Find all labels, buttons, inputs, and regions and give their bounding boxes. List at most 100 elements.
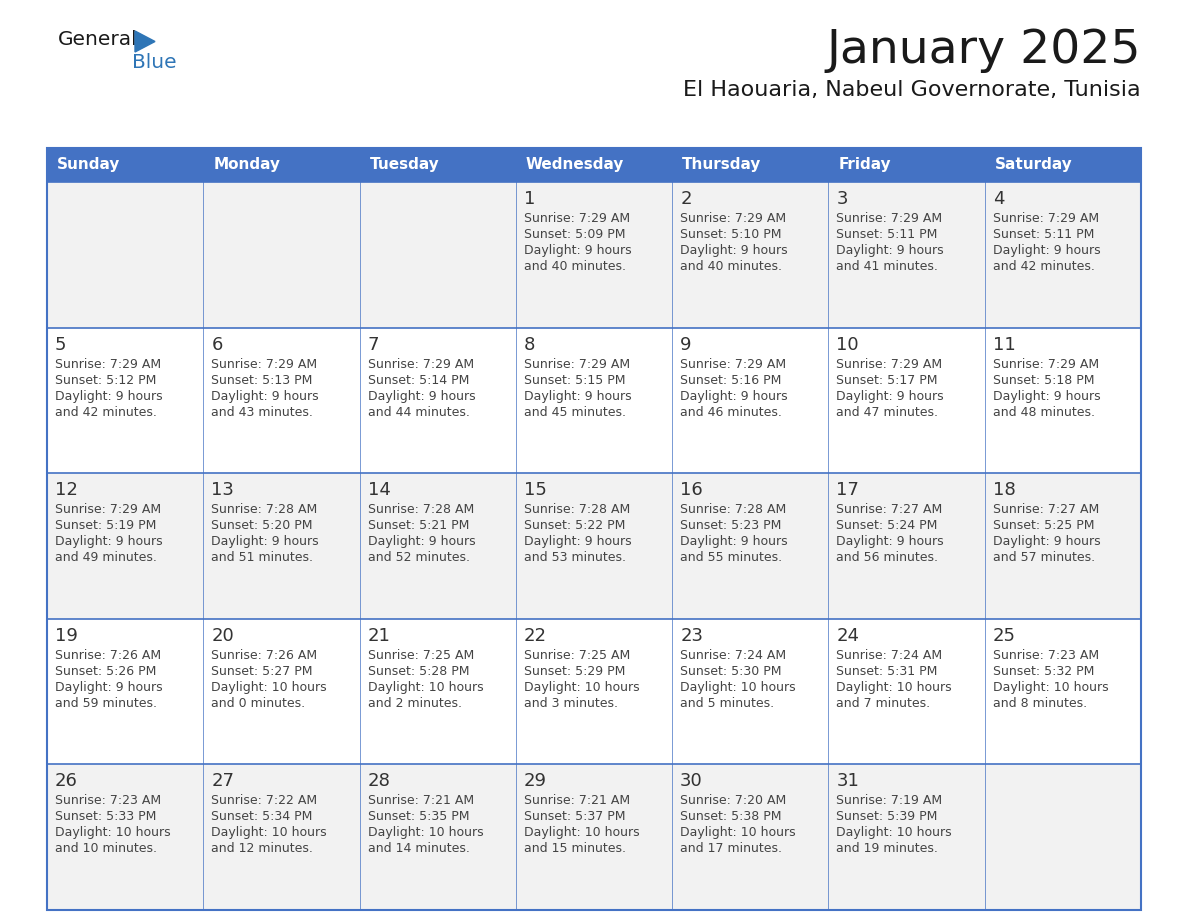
Text: 7: 7 — [367, 336, 379, 353]
Text: Sunset: 5:15 PM: Sunset: 5:15 PM — [524, 374, 625, 386]
Text: and 12 minutes.: and 12 minutes. — [211, 843, 314, 856]
Text: Daylight: 9 hours: Daylight: 9 hours — [836, 535, 944, 548]
Text: and 40 minutes.: and 40 minutes. — [681, 260, 782, 273]
Text: Daylight: 9 hours: Daylight: 9 hours — [836, 244, 944, 257]
Text: Sunset: 5:32 PM: Sunset: 5:32 PM — [993, 665, 1094, 677]
Text: Sunset: 5:14 PM: Sunset: 5:14 PM — [367, 374, 469, 386]
Text: Daylight: 10 hours: Daylight: 10 hours — [836, 826, 952, 839]
Text: Sunset: 5:34 PM: Sunset: 5:34 PM — [211, 811, 312, 823]
Text: Sunrise: 7:29 AM: Sunrise: 7:29 AM — [993, 212, 1099, 225]
Text: Sunset: 5:37 PM: Sunset: 5:37 PM — [524, 811, 625, 823]
Text: Daylight: 9 hours: Daylight: 9 hours — [836, 389, 944, 403]
Text: and 2 minutes.: and 2 minutes. — [367, 697, 462, 710]
Text: Sunrise: 7:20 AM: Sunrise: 7:20 AM — [681, 794, 786, 808]
Text: Sunset: 5:27 PM: Sunset: 5:27 PM — [211, 665, 312, 677]
Text: 18: 18 — [993, 481, 1016, 499]
Text: 14: 14 — [367, 481, 391, 499]
Text: Daylight: 10 hours: Daylight: 10 hours — [993, 681, 1108, 694]
Text: Daylight: 10 hours: Daylight: 10 hours — [681, 826, 796, 839]
Text: 16: 16 — [681, 481, 703, 499]
Text: Sunset: 5:28 PM: Sunset: 5:28 PM — [367, 665, 469, 677]
Text: Daylight: 10 hours: Daylight: 10 hours — [836, 681, 952, 694]
Text: Sunrise: 7:28 AM: Sunrise: 7:28 AM — [524, 503, 630, 516]
Text: El Haouaria, Nabeul Governorate, Tunisia: El Haouaria, Nabeul Governorate, Tunisia — [683, 80, 1140, 100]
Text: Daylight: 10 hours: Daylight: 10 hours — [524, 826, 639, 839]
Text: 2: 2 — [681, 190, 691, 208]
Text: Daylight: 9 hours: Daylight: 9 hours — [211, 389, 318, 403]
Text: Daylight: 9 hours: Daylight: 9 hours — [993, 389, 1100, 403]
Bar — [985, 148, 1140, 182]
Text: Daylight: 9 hours: Daylight: 9 hours — [993, 244, 1100, 257]
Text: 9: 9 — [681, 336, 691, 353]
Bar — [672, 148, 828, 182]
Text: 28: 28 — [367, 772, 391, 790]
Text: Sunset: 5:22 PM: Sunset: 5:22 PM — [524, 520, 625, 532]
Text: Sunrise: 7:29 AM: Sunrise: 7:29 AM — [55, 358, 162, 371]
Bar — [48, 619, 1140, 765]
Text: Daylight: 10 hours: Daylight: 10 hours — [55, 826, 171, 839]
Text: Sunrise: 7:28 AM: Sunrise: 7:28 AM — [211, 503, 317, 516]
Text: Sunrise: 7:19 AM: Sunrise: 7:19 AM — [836, 794, 942, 808]
Text: Sunrise: 7:22 AM: Sunrise: 7:22 AM — [211, 794, 317, 808]
Text: Daylight: 10 hours: Daylight: 10 hours — [367, 826, 484, 839]
Text: Daylight: 10 hours: Daylight: 10 hours — [524, 681, 639, 694]
Text: 23: 23 — [681, 627, 703, 644]
Text: and 40 minutes.: and 40 minutes. — [524, 260, 626, 273]
Text: and 42 minutes.: and 42 minutes. — [993, 260, 1094, 273]
Text: Sunrise: 7:27 AM: Sunrise: 7:27 AM — [836, 503, 943, 516]
Text: 11: 11 — [993, 336, 1016, 353]
Text: Daylight: 9 hours: Daylight: 9 hours — [681, 535, 788, 548]
Text: and 19 minutes.: and 19 minutes. — [836, 843, 939, 856]
Text: Sunrise: 7:29 AM: Sunrise: 7:29 AM — [367, 358, 474, 371]
Text: Sunrise: 7:29 AM: Sunrise: 7:29 AM — [211, 358, 317, 371]
Text: Sunrise: 7:28 AM: Sunrise: 7:28 AM — [367, 503, 474, 516]
Text: 31: 31 — [836, 772, 859, 790]
Text: 1: 1 — [524, 190, 536, 208]
Text: Sunset: 5:20 PM: Sunset: 5:20 PM — [211, 520, 312, 532]
Text: and 10 minutes.: and 10 minutes. — [55, 843, 157, 856]
Bar — [828, 148, 985, 182]
Text: and 46 minutes.: and 46 minutes. — [681, 406, 782, 419]
Text: 6: 6 — [211, 336, 222, 353]
Text: Sunrise: 7:24 AM: Sunrise: 7:24 AM — [836, 649, 942, 662]
Text: Sunset: 5:33 PM: Sunset: 5:33 PM — [55, 811, 157, 823]
Text: Daylight: 9 hours: Daylight: 9 hours — [211, 535, 318, 548]
Text: Sunrise: 7:25 AM: Sunrise: 7:25 AM — [524, 649, 630, 662]
Text: and 8 minutes.: and 8 minutes. — [993, 697, 1087, 710]
Text: Sunrise: 7:29 AM: Sunrise: 7:29 AM — [993, 358, 1099, 371]
Text: Sunrise: 7:21 AM: Sunrise: 7:21 AM — [524, 794, 630, 808]
Text: Sunrise: 7:25 AM: Sunrise: 7:25 AM — [367, 649, 474, 662]
Bar — [48, 182, 1140, 328]
Text: Friday: Friday — [839, 158, 891, 173]
Text: and 44 minutes.: and 44 minutes. — [367, 406, 469, 419]
Text: Sunset: 5:38 PM: Sunset: 5:38 PM — [681, 811, 782, 823]
Text: Sunset: 5:12 PM: Sunset: 5:12 PM — [55, 374, 157, 386]
Text: Sunset: 5:26 PM: Sunset: 5:26 PM — [55, 665, 157, 677]
Text: Daylight: 9 hours: Daylight: 9 hours — [55, 681, 163, 694]
Text: 22: 22 — [524, 627, 546, 644]
Bar — [48, 473, 1140, 619]
Text: Sunset: 5:11 PM: Sunset: 5:11 PM — [993, 228, 1094, 241]
Bar — [203, 148, 360, 182]
Text: Daylight: 9 hours: Daylight: 9 hours — [993, 535, 1100, 548]
Text: Daylight: 9 hours: Daylight: 9 hours — [55, 389, 163, 403]
Text: and 49 minutes.: and 49 minutes. — [55, 551, 157, 565]
Text: Sunset: 5:25 PM: Sunset: 5:25 PM — [993, 520, 1094, 532]
Text: and 52 minutes.: and 52 minutes. — [367, 551, 469, 565]
Text: Sunset: 5:39 PM: Sunset: 5:39 PM — [836, 811, 937, 823]
Text: Daylight: 10 hours: Daylight: 10 hours — [367, 681, 484, 694]
Bar — [48, 148, 1140, 910]
Text: Sunset: 5:29 PM: Sunset: 5:29 PM — [524, 665, 625, 677]
Text: Sunset: 5:23 PM: Sunset: 5:23 PM — [681, 520, 782, 532]
Text: Sunrise: 7:29 AM: Sunrise: 7:29 AM — [681, 358, 786, 371]
Text: 27: 27 — [211, 772, 234, 790]
Text: and 42 minutes.: and 42 minutes. — [55, 406, 157, 419]
Text: and 41 minutes.: and 41 minutes. — [836, 260, 939, 273]
Bar — [360, 148, 516, 182]
Text: Sunrise: 7:29 AM: Sunrise: 7:29 AM — [55, 503, 162, 516]
Text: Daylight: 9 hours: Daylight: 9 hours — [524, 389, 632, 403]
Text: Sunrise: 7:28 AM: Sunrise: 7:28 AM — [681, 503, 786, 516]
Text: and 7 minutes.: and 7 minutes. — [836, 697, 930, 710]
Text: 12: 12 — [55, 481, 78, 499]
Text: 10: 10 — [836, 336, 859, 353]
